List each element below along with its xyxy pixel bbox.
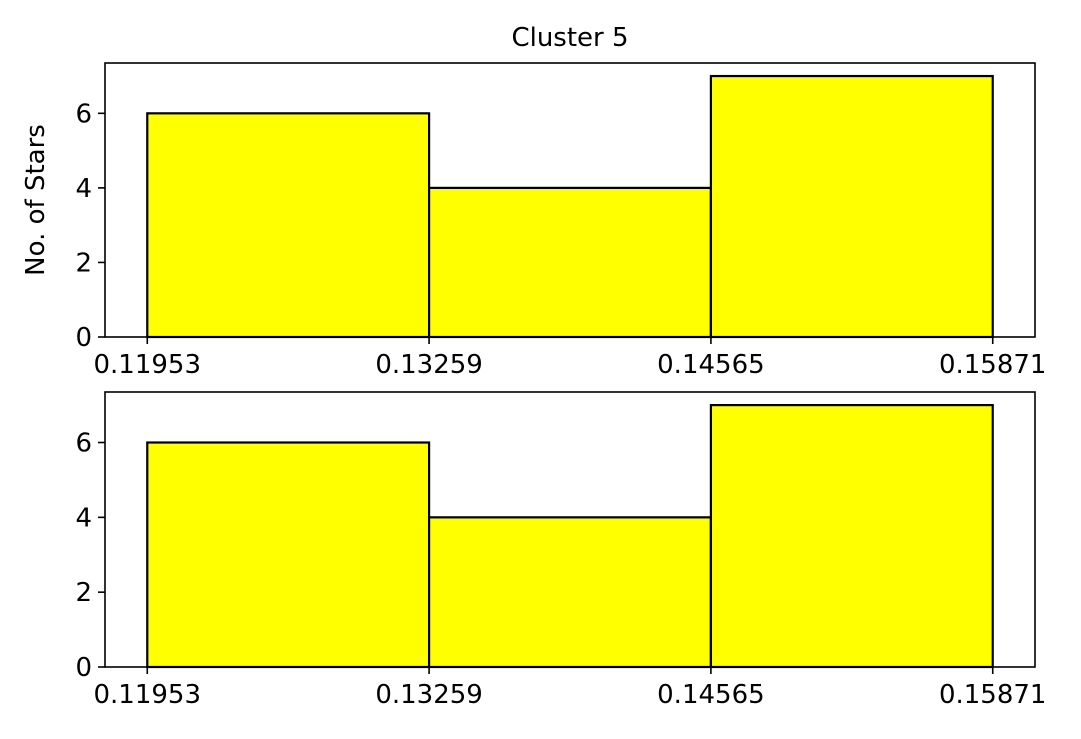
x-tick-label: 0.11953 [94,350,202,380]
y-tick-label: 2 [75,578,92,608]
histogram-bar [427,186,713,339]
histogram-panel-top: 0.11953 0.13259 0.14565 0.15871 0 2 4 6 Cluster … [21,23,1046,380]
y-tick-label: 6 [75,99,92,129]
histogram-bar [146,112,431,339]
x-tick-label: 0.13259 [375,350,483,380]
x-tick-label: 0.14565 [657,680,765,710]
histogram-bar [146,441,431,669]
axes-frame [104,391,1036,668]
y-tick-label: 4 [75,503,92,533]
x-tick-label: 0.13259 [375,680,483,710]
x-tick-label: 0.14565 [657,350,765,380]
y-tick-label: 0 [75,653,92,683]
y-tick-label: 2 [75,248,92,278]
histogram-bar [709,403,994,669]
y-tick-label: 0 [75,323,92,353]
chart-title: Cluster 5 [511,23,628,53]
histogram-bar [709,74,994,339]
axes-frame [104,62,1036,338]
x-tick-label: 0.11953 [94,680,202,710]
histogram-panel-bottom: 0.11953 0.13259 0.14565 0.15871 0 2 4 6 [75,391,1047,710]
y-tick-label: 6 [75,429,92,459]
y-tick-label: 4 [75,174,92,204]
x-tick-label: 0.15871 [939,680,1047,710]
histogram-bar [427,516,713,669]
x-tick-label: 0.15871 [939,350,1047,380]
y-axis-label: No. of Stars [21,124,51,276]
